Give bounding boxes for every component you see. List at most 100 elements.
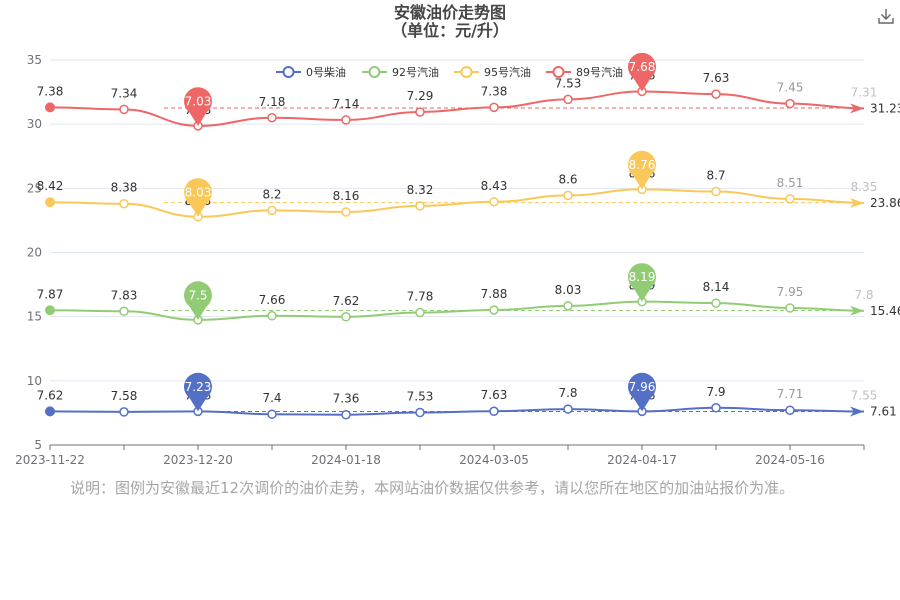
data-label: 7.88 — [481, 287, 508, 301]
pin-min: 7.03 — [184, 87, 213, 126]
data-point — [341, 409, 351, 420]
legend-marker — [282, 66, 295, 78]
x-tick-label: 2024-04-17 — [607, 453, 677, 467]
data-point — [711, 403, 721, 413]
data-point — [267, 311, 277, 321]
series-line — [49, 188, 865, 218]
data-label: 8.51 — [777, 176, 804, 190]
y-tick-label: 35 — [27, 53, 42, 67]
data-label: 7.63 — [703, 71, 730, 85]
legend-label: 92号汽油 — [392, 65, 439, 79]
data-point — [267, 409, 277, 419]
data-label: 7.53 — [407, 390, 434, 404]
data-labels: 7.62 7.58 7.23 7.4 7.36 7.53 7.63 7.8 7.96 7.9 7.7… — [37, 68, 900, 418]
data-label: 7.66 — [259, 293, 286, 307]
pin-shape — [628, 150, 657, 190]
legend-marker — [460, 66, 473, 78]
x-tick-label: 2023-11-22 — [15, 453, 85, 467]
data-point — [415, 407, 425, 418]
pin-min: 7.23 — [184, 372, 213, 412]
pin-min: 8.03 — [184, 178, 213, 217]
legend-item: 92号汽油 — [362, 65, 439, 79]
chart-note: 说明：图例为安徽最近12次调价的油价走势，本网站油价数据仅供参考，请以您所在地区… — [70, 479, 795, 497]
data-point — [711, 298, 721, 308]
data-label: 7.62 — [333, 294, 360, 308]
x-tick-label: 2024-05-16 — [755, 453, 825, 467]
x-tick-label: 2023-12-20 — [163, 453, 233, 467]
legend-item: 0号柴油 — [276, 65, 346, 79]
data-point — [45, 406, 55, 417]
data-label: 7.4 — [262, 391, 281, 405]
legend-marker — [368, 66, 381, 78]
data-label: 7.63 — [481, 388, 508, 402]
data-point — [119, 306, 129, 317]
data-point — [563, 301, 573, 311]
y-tick-label: 25 — [27, 181, 42, 195]
data-point — [415, 107, 425, 117]
data-point — [341, 312, 351, 322]
legend-label: 0号柴油 — [306, 65, 346, 79]
pin-min: 7.5 — [184, 281, 213, 320]
data-label: 7.31 — [851, 85, 878, 99]
data-point — [45, 102, 55, 113]
legend: 0号柴油 92号汽油 95号汽油 89号汽油 — [276, 65, 623, 79]
axes: 5 10 15 20 25 30 35 2023-11-22 2023-12-20 2024-01… — [15, 53, 865, 467]
data-label: 8.38 — [111, 181, 138, 195]
data-label: 8.7 — [706, 169, 725, 183]
pin-shape — [628, 52, 657, 92]
data-point — [119, 407, 129, 417]
y-tick-label: 30 — [27, 117, 42, 131]
y-tick-label: 5 — [34, 438, 42, 452]
pin-max: 8.19 — [628, 263, 657, 302]
pin-shape — [184, 281, 213, 320]
data-point — [489, 406, 499, 416]
data-label: 8.35 — [851, 180, 878, 194]
data-label: 7.78 — [407, 290, 434, 304]
data-label: 7.29 — [407, 89, 434, 103]
pin-shape — [628, 372, 657, 412]
pin-label: 8.19 — [629, 270, 656, 284]
end-arrow — [850, 406, 864, 417]
legend-label: 95号汽油 — [484, 65, 531, 79]
data-label: 7.55 — [851, 389, 878, 403]
pin-label: 7.5 — [188, 288, 207, 302]
end-arrow — [850, 305, 864, 316]
pin-shape — [184, 372, 213, 412]
download-icon[interactable] — [876, 6, 896, 26]
data-label: 8.6 — [558, 172, 577, 186]
legend-marker — [552, 66, 565, 78]
data-point — [45, 197, 55, 208]
pin-max: 7.68 — [628, 52, 657, 92]
pin-label: 8.03 — [185, 185, 212, 199]
legend-item: 89号汽油 — [546, 65, 623, 79]
data-point — [785, 98, 795, 109]
data-label: 7.9 — [706, 385, 725, 399]
data-point — [341, 207, 351, 217]
data-label: 7.34 — [111, 86, 138, 100]
y-tick-label: 15 — [27, 310, 42, 324]
data-point — [563, 190, 573, 201]
pin-label: 7.23 — [185, 380, 212, 394]
data-label: 8.2 — [262, 187, 281, 201]
data-point — [489, 102, 499, 113]
data-label: 7.62 — [37, 388, 64, 402]
legend-label: 89号汽油 — [576, 65, 623, 79]
end-arrow — [850, 103, 864, 114]
data-label: 7.38 — [481, 84, 508, 98]
x-tick-label: 2024-03-05 — [459, 453, 529, 467]
data-label: 8.43 — [481, 179, 508, 193]
data-point — [267, 113, 277, 123]
chart-title: 安徽油价走势图 — [393, 3, 506, 22]
data-point — [489, 197, 499, 207]
data-label: 7.36 — [333, 392, 360, 406]
data-label: 7.87 — [37, 287, 64, 301]
data-point — [711, 89, 721, 99]
data-point — [415, 201, 425, 211]
data-point — [785, 303, 795, 313]
data-label: 7.8 — [558, 386, 577, 400]
data-point — [415, 307, 425, 318]
data-point — [785, 405, 795, 415]
legend-item: 95号汽油 — [454, 65, 531, 79]
extreme-pins: 7.23 7.96 7.5 8.19 8.03 8.76 7.03 7.68 — [184, 52, 657, 412]
data-label: 8.14 — [703, 280, 730, 294]
